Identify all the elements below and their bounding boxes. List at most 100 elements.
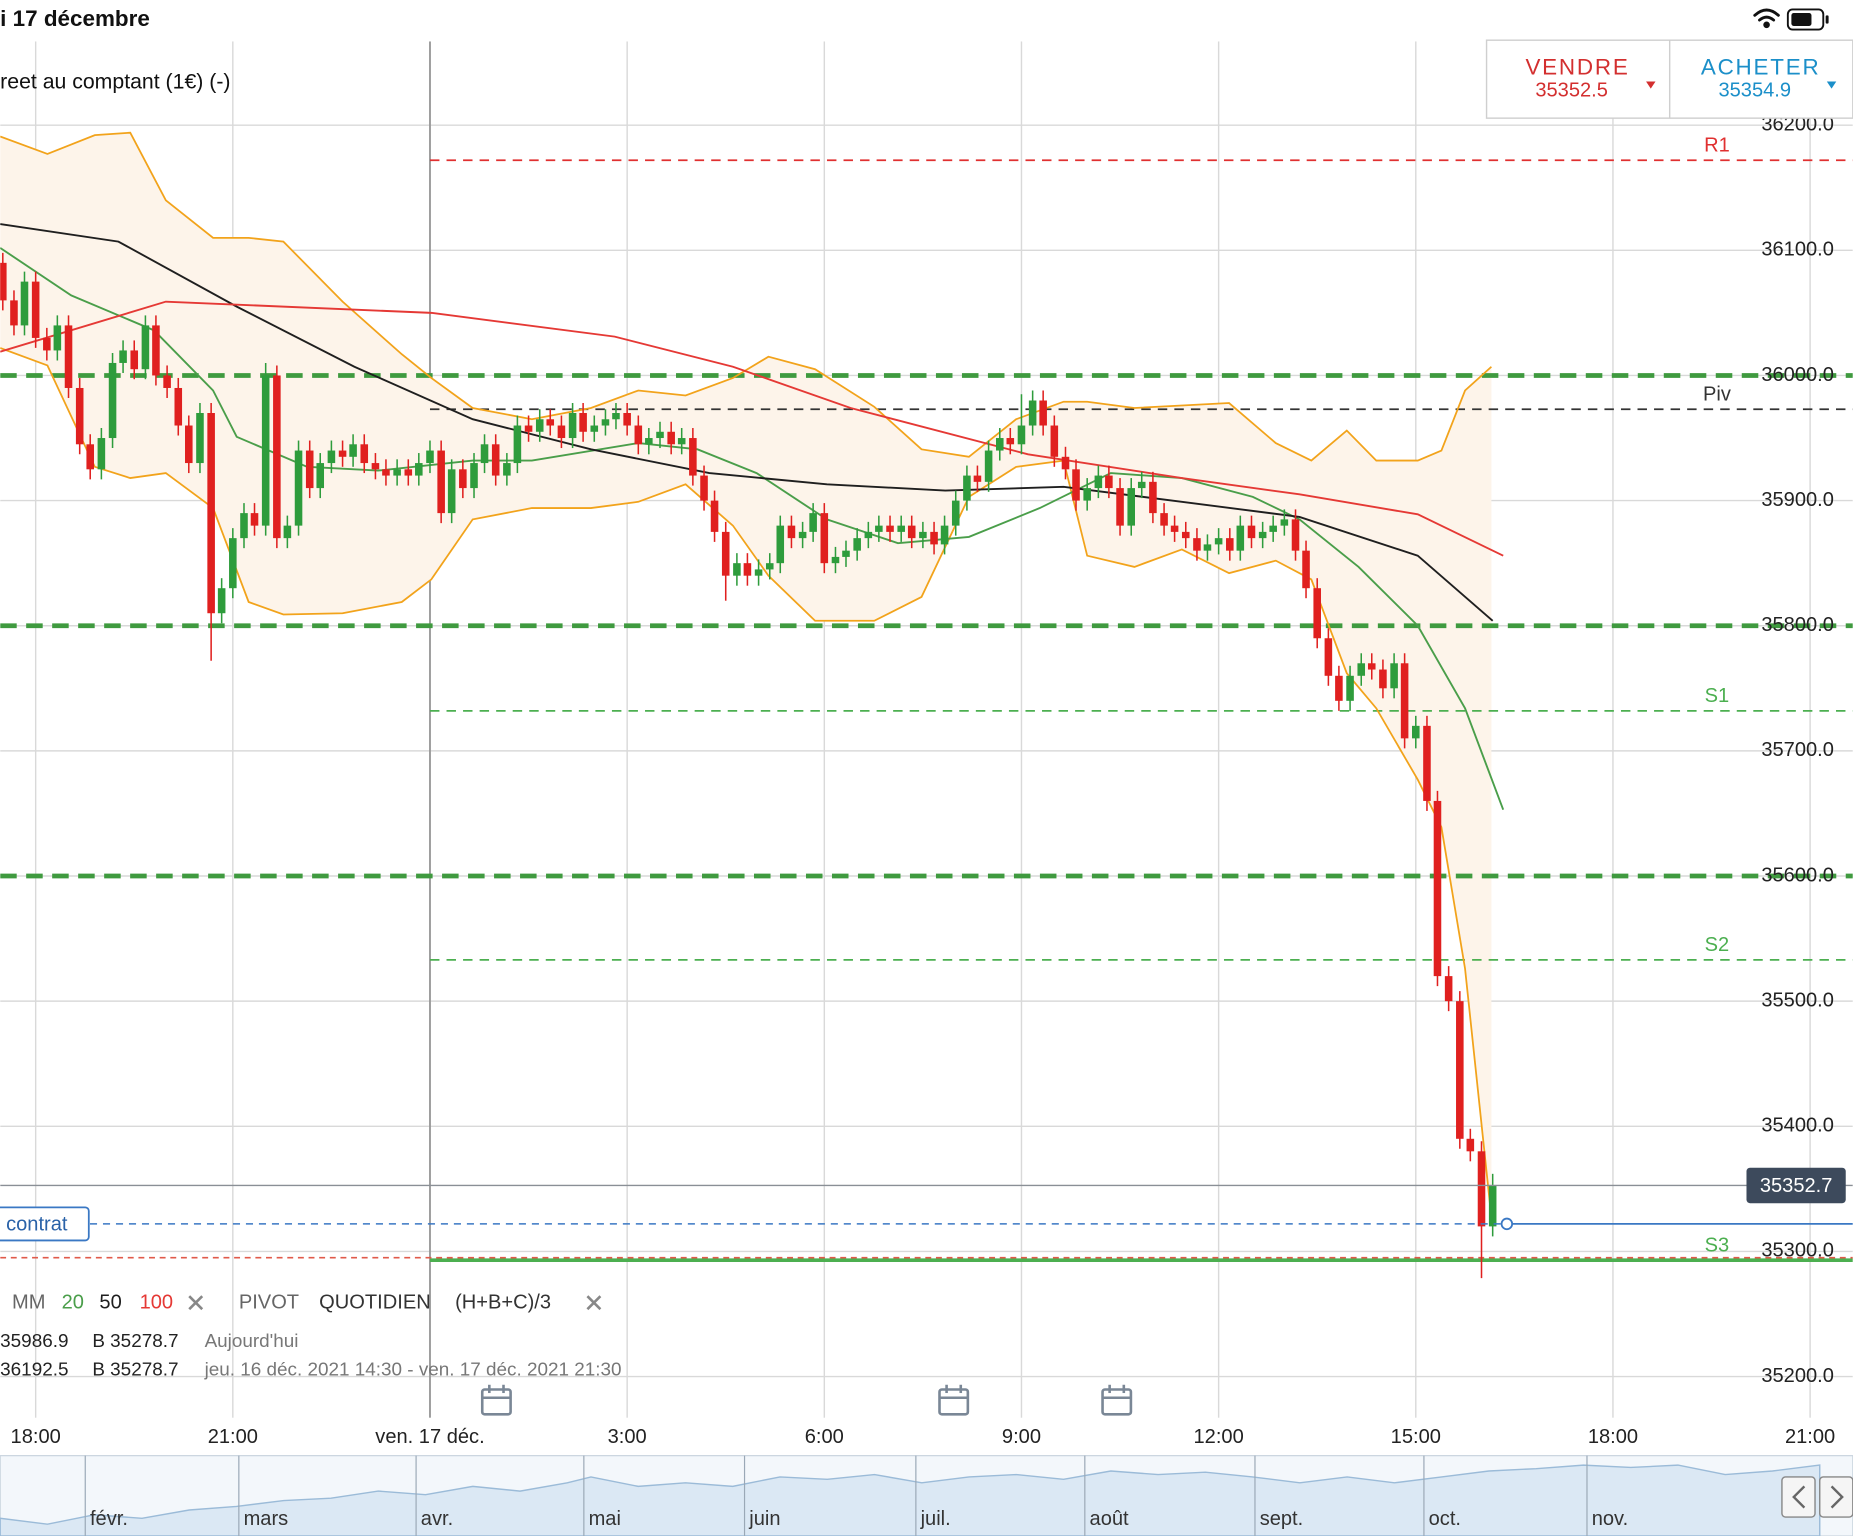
candle-body	[426, 450, 434, 464]
candle-body	[1335, 675, 1343, 701]
legend-low: B 35278.7	[92, 1331, 178, 1352]
candle-body	[1170, 525, 1179, 532]
last-price-label: 35352.7	[1760, 1175, 1833, 1197]
candle-body	[1050, 425, 1059, 457]
candle-body	[1149, 481, 1157, 514]
y-tick-label: 36000.0	[1761, 364, 1834, 386]
candle-body	[185, 425, 193, 464]
candle-body	[283, 525, 292, 539]
candle-body	[250, 513, 259, 526]
candle-body	[1444, 976, 1453, 1002]
y-tick-label: 36100.0	[1761, 239, 1834, 261]
candle-body	[141, 325, 150, 370]
candle-body	[853, 538, 861, 551]
month-label: févr.	[90, 1508, 128, 1530]
candle-body	[546, 419, 555, 426]
position-box[interactable]	[0, 1206, 90, 1242]
bollinger-band-fill	[0, 132, 1492, 1218]
moving-average	[0, 223, 1494, 622]
x-tick-label: ven. 17 déc.	[375, 1426, 484, 1448]
x-tick-label: 18:00	[11, 1426, 61, 1448]
y-tick-label: 35700.0	[1761, 739, 1834, 761]
navigator[interactable]: févr. mars avr. mai juin juil. août sept. oct. no…	[0, 1455, 1853, 1536]
candle-body	[513, 425, 522, 464]
candle-body	[349, 444, 357, 457]
x-axis-band	[0, 1417, 1853, 1456]
candle-body	[809, 513, 817, 532]
legend-high: 35986.9	[0, 1331, 68, 1352]
candle-body	[524, 425, 533, 432]
pivot-label: S3	[1705, 1234, 1730, 1256]
candle-body	[371, 463, 380, 470]
candle-body	[119, 350, 127, 363]
month-label: nov.	[1592, 1508, 1628, 1530]
candle-body	[86, 444, 94, 470]
candle-body	[1280, 519, 1289, 526]
buy-button[interactable]: ACHETER 35354.9	[1701, 54, 1837, 101]
pivot-label: S2	[1705, 934, 1730, 956]
candle-body	[1236, 525, 1245, 551]
candle-body	[1269, 525, 1277, 532]
close-ma[interactable]	[188, 1295, 204, 1311]
candle-body	[1488, 1185, 1497, 1227]
candle-body	[53, 325, 62, 351]
candle-body	[447, 469, 456, 514]
candle-body	[1477, 1151, 1486, 1227]
candle-body	[1346, 675, 1354, 701]
candle-body	[940, 525, 949, 545]
candle-body	[787, 525, 796, 539]
candle-body	[765, 563, 774, 570]
candle-body	[721, 531, 730, 576]
month-label: juin	[748, 1508, 780, 1530]
sell-button[interactable]: VENDRE 35352.5	[1525, 54, 1656, 101]
candle-body	[217, 588, 226, 614]
overlay: contrat 35200.0 35300.0 35400.0 35500.0 35600…	[0, 113, 1846, 1387]
candle-body	[820, 513, 829, 564]
candle-body	[480, 444, 489, 464]
candle-body	[1456, 1001, 1464, 1139]
candle-body	[754, 569, 763, 576]
close-pivot[interactable]	[586, 1295, 602, 1311]
ma-legend-entry[interactable]: 50	[99, 1292, 121, 1314]
y-tick-label: 35500.0	[1761, 989, 1834, 1011]
bollinger-upper	[0, 131, 1492, 462]
candle-body	[152, 325, 160, 376]
candle-body	[710, 500, 719, 532]
candle-body	[601, 419, 610, 426]
candle-body	[1433, 800, 1442, 977]
candle-body	[535, 419, 544, 432]
pivot-label: Piv	[1703, 383, 1731, 405]
candle-body	[1094, 475, 1103, 489]
candle-body	[1116, 488, 1124, 526]
candle-body	[557, 425, 566, 439]
candle-body	[1258, 531, 1267, 539]
legend-low: B 35278.7	[92, 1360, 178, 1381]
candle-body	[1017, 425, 1026, 445]
ma-legend-entry[interactable]: 20	[62, 1292, 84, 1314]
x-tick-label: 9:00	[1002, 1426, 1041, 1448]
candle-body	[842, 550, 850, 557]
month-label: avr.	[421, 1508, 453, 1530]
candle-body	[97, 438, 106, 470]
status-date: i 17 décembre	[0, 6, 150, 31]
candle-body	[1083, 488, 1091, 501]
ma-legend-entry[interactable]: 100	[140, 1292, 174, 1314]
sell-arrow	[1646, 81, 1656, 89]
candle-body	[31, 281, 40, 338]
candle-body	[656, 431, 664, 439]
candle-body	[404, 469, 413, 476]
candle-body	[43, 337, 51, 351]
candle-body	[327, 450, 336, 464]
wifi-icon	[1753, 8, 1780, 29]
candle-body	[437, 450, 445, 514]
buy-arrow	[1826, 81, 1837, 89]
candle-body	[897, 525, 905, 532]
candle-body	[667, 431, 675, 445]
x-axis: 18:00 21:00 ven. 17 déc. 3:00 6:00 9:00 12:00 1…	[11, 1426, 1836, 1448]
x-tick-label: 21:00	[208, 1426, 258, 1448]
candle-body	[20, 281, 29, 326]
trade-panel: VENDRE 35352.5 ACHETER 35354.9	[1485, 39, 1853, 119]
calendar-icons[interactable]	[480, 1384, 1133, 1416]
candle-body	[1028, 400, 1037, 426]
